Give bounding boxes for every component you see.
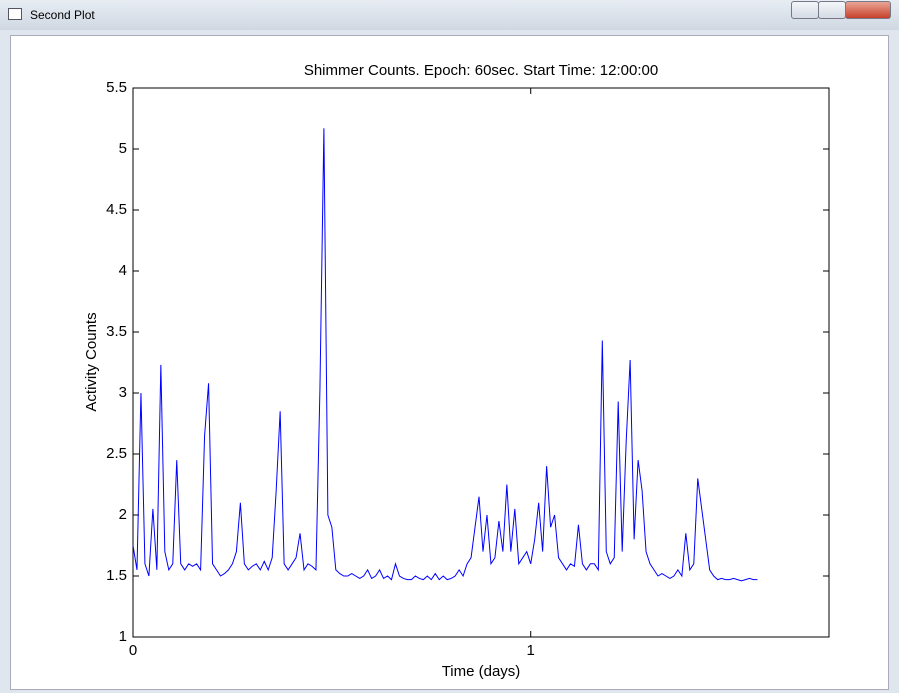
title-bar: Second Plot (0, 0, 899, 30)
window-icon (8, 8, 22, 20)
y-tick-label: 4 (119, 262, 127, 279)
y-tick-label: 4.5 (106, 201, 127, 218)
y-axis-label: Activity Counts (83, 312, 100, 411)
close-button[interactable] (845, 1, 891, 19)
chart-title: Shimmer Counts. Epoch: 60sec. Start Time… (304, 62, 658, 79)
y-tick-label: 5.5 (106, 79, 127, 96)
x-axis-label: Time (days) (442, 663, 521, 680)
y-tick-label: 1.5 (106, 567, 127, 584)
y-tick-label: 2 (119, 506, 127, 523)
x-tick-label: 1 (527, 642, 535, 659)
plot-box (132, 87, 830, 638)
data-line (132, 128, 758, 582)
y-tick-label: 5 (119, 140, 127, 157)
y-tick-label: 3.5 (106, 323, 127, 340)
x-tick-label: 0 (129, 642, 137, 659)
window-title: Second Plot (30, 8, 95, 22)
y-tick-label: 3 (119, 384, 127, 401)
y-tick-label: 1 (119, 628, 127, 645)
y-tick-label: 2.5 (106, 445, 127, 462)
